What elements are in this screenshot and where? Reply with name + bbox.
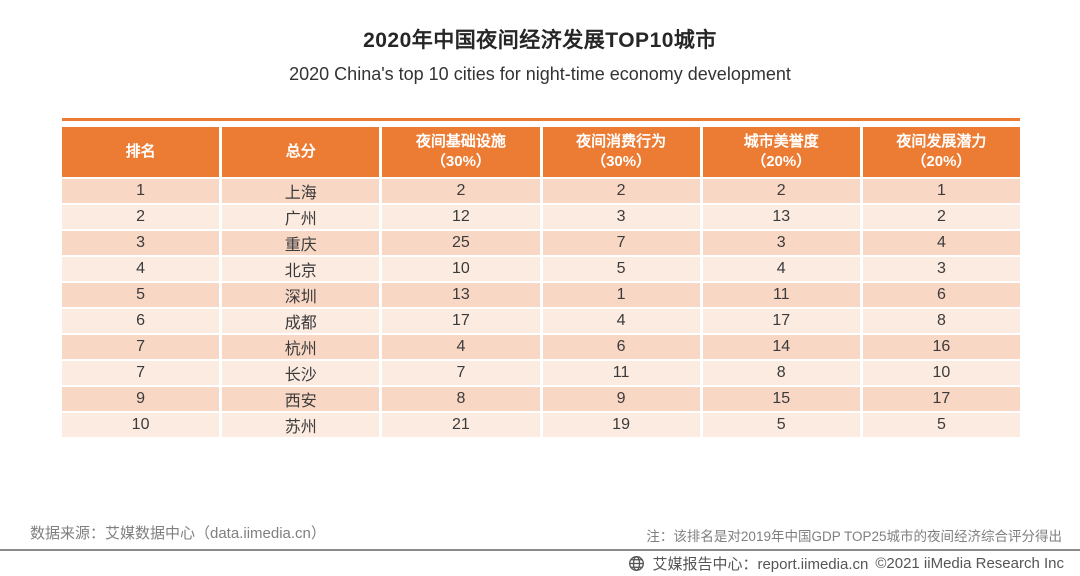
- score-cell: 9: [542, 387, 700, 411]
- table-row: 9 西安 8 9 15 17: [62, 387, 1020, 411]
- rank-cell: 2: [62, 205, 220, 229]
- city-cell: 上海: [222, 179, 380, 203]
- score-cell: 11: [702, 283, 860, 307]
- score-cell: 2: [382, 179, 540, 203]
- table-row: 7 杭州 4 6 14 16: [62, 335, 1020, 359]
- score-cell: 3: [702, 231, 860, 255]
- score-cell: 4: [702, 257, 860, 281]
- page-title: 2020年中国夜间经济发展TOP10城市: [363, 29, 717, 52]
- score-cell: 4: [382, 335, 540, 359]
- city-cell: 深圳: [222, 283, 380, 307]
- city-cell: 杭州: [222, 335, 380, 359]
- rank-cell: 7: [62, 335, 220, 359]
- copyright-text: ©2021 iiMedia Research Inc: [875, 555, 1064, 572]
- table-row: 1 上海 2 2 2 1: [62, 179, 1020, 203]
- ranking-table: 排名 总分 夜间基础设施 （30%） 夜间消费行为 （30%） 城市美誉度 （20%） 夜间发展…: [62, 118, 1020, 439]
- score-cell: 10: [382, 257, 540, 281]
- globe-icon: [628, 555, 645, 572]
- score-cell: 5: [542, 257, 700, 281]
- table-top-border: [62, 118, 1020, 121]
- city-cell: 北京: [222, 257, 380, 281]
- score-cell: 13: [382, 283, 540, 307]
- rank-cell: 6: [62, 309, 220, 333]
- score-cell: 11: [542, 361, 700, 385]
- score-cell: 17: [382, 309, 540, 333]
- score-cell: 14: [702, 335, 860, 359]
- rank-cell: 5: [62, 283, 220, 307]
- rank-cell: 4: [62, 257, 220, 281]
- score-cell: 7: [542, 231, 700, 255]
- score-cell: 12: [382, 205, 540, 229]
- score-cell: 2: [542, 179, 700, 203]
- score-cell: 3: [542, 205, 700, 229]
- column-header-5: 城市美誉度 （20%）: [702, 127, 860, 177]
- score-cell: 8: [702, 361, 860, 385]
- table-row: 5 深圳 13 1 11 6: [62, 283, 1020, 307]
- bottom-bar: 艾媒报告中心：report.iimedia.cn ©2021 iiMedia R…: [628, 553, 1064, 574]
- score-cell: 4: [542, 309, 700, 333]
- city-cell: 广州: [222, 205, 380, 229]
- page-subtitle: 2020 China's top 10 cities for night-tim…: [289, 64, 791, 84]
- score-cell: 5: [862, 413, 1020, 437]
- score-cell: 17: [702, 309, 860, 333]
- rank-cell: 9: [62, 387, 220, 411]
- footer-divider: [0, 549, 1080, 551]
- city-cell: 西安: [222, 387, 380, 411]
- score-cell: 7: [382, 361, 540, 385]
- column-header-6: 夜间发展潜力 （20%）: [862, 127, 1020, 177]
- footnote-text: 注：该排名是对2019年中国GDP TOP25城市的夜间经济综合评分得出: [646, 529, 1062, 544]
- score-cell: 8: [382, 387, 540, 411]
- data-source-text: 数据来源：艾媒数据中心（data.iimedia.cn）: [30, 525, 326, 542]
- score-cell: 6: [862, 283, 1020, 307]
- table-row: 4 北京 10 5 4 3: [62, 257, 1020, 281]
- score-cell: 4: [862, 231, 1020, 255]
- table-body: 1 上海 2 2 2 1 2 广州 12 3 13 2 3 重庆 25 7 3 4 4 北京 10 5 4 3 5 深圳 13 1 11…: [62, 179, 1020, 437]
- column-header-4: 夜间消费行为 （30%）: [542, 127, 700, 177]
- table-row: 2 广州 12 3 13 2: [62, 205, 1020, 229]
- score-cell: 19: [542, 413, 700, 437]
- rank-cell: 10: [62, 413, 220, 437]
- score-cell: 2: [862, 205, 1020, 229]
- table-row: 3 重庆 25 7 3 4: [62, 231, 1020, 255]
- table-row: 6 成都 17 4 17 8: [62, 309, 1020, 333]
- city-cell: 长沙: [222, 361, 380, 385]
- score-cell: 1: [862, 179, 1020, 203]
- city-cell: 苏州: [222, 413, 380, 437]
- column-header-3: 夜间基础设施 （30%）: [382, 127, 540, 177]
- score-cell: 13: [702, 205, 860, 229]
- column-header-1: 排名: [62, 127, 220, 177]
- score-cell: 17: [862, 387, 1020, 411]
- score-cell: 3: [862, 257, 1020, 281]
- score-cell: 25: [382, 231, 540, 255]
- score-cell: 8: [862, 309, 1020, 333]
- report-center-text: 艾媒报告中心：report.iimedia.cn: [652, 556, 869, 573]
- rank-cell: 7: [62, 361, 220, 385]
- score-cell: 15: [702, 387, 860, 411]
- score-cell: 6: [542, 335, 700, 359]
- table-row: 10 苏州 21 19 5 5: [62, 413, 1020, 437]
- table-row: 7 长沙 7 11 8 10: [62, 361, 1020, 385]
- city-cell: 重庆: [222, 231, 380, 255]
- city-cell: 成都: [222, 309, 380, 333]
- table-header-row: 排名 总分 夜间基础设施 （30%） 夜间消费行为 （30%） 城市美誉度 （20%） 夜间发展…: [62, 127, 1020, 177]
- score-cell: 1: [542, 283, 700, 307]
- score-cell: 10: [862, 361, 1020, 385]
- score-cell: 21: [382, 413, 540, 437]
- score-cell: 16: [862, 335, 1020, 359]
- column-header-2: 总分: [222, 127, 380, 177]
- rank-cell: 3: [62, 231, 220, 255]
- score-cell: 5: [702, 413, 860, 437]
- rank-cell: 1: [62, 179, 220, 203]
- score-cell: 2: [702, 179, 860, 203]
